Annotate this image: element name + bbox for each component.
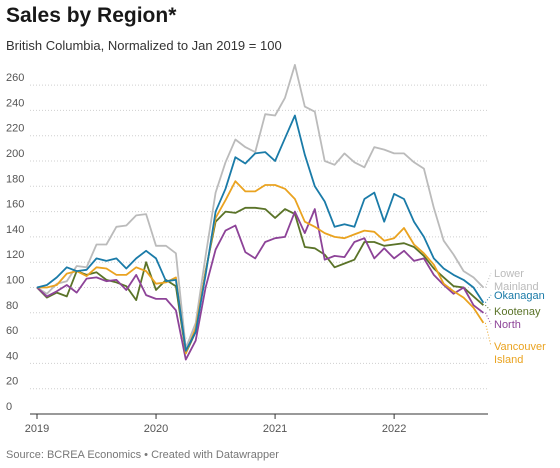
chart-title: Sales by Region* [6,4,177,27]
x-tick-label: 2021 [263,423,287,435]
series-label-lower-mainland: Lower [494,268,524,280]
y-tick-label: 220 [6,123,24,135]
series-label-vancouver-island: Island [494,354,523,366]
y-tick-label: 120 [6,249,24,261]
y-tick-label: 180 [6,173,24,185]
y-tick-label: 0 [6,401,12,413]
x-tick-label: 2019 [25,423,49,435]
series-line-north [36,208,484,361]
y-tick-label: 40 [6,350,18,362]
series-lines [36,64,485,361]
y-axis: 0 20 40 60 80 100 120 140 160 180 200 220 240 260 [6,72,24,413]
series-label-north: North [494,319,521,331]
series-label-lower-mainland: Mainland [494,281,539,293]
y-tick-label: 160 [6,199,24,211]
y-tick-label: 200 [6,148,24,160]
series-line-lower-mainland [36,64,485,350]
series-label-vancouver-island: Vancouver [494,341,546,353]
label-leader [484,272,492,288]
y-tick-label: 60 [6,325,18,337]
y-tick-label: 80 [6,300,18,312]
label-leader [484,312,492,325]
x-tick-label: 2022 [382,423,406,435]
label-leader [485,304,492,312]
y-tick-label: 260 [6,72,24,84]
label-leader [484,322,492,347]
series-line-okanagan [36,114,485,352]
x-tick-label: 2020 [144,423,168,435]
y-tick-label: 100 [6,275,24,287]
x-axis: 2019 2020 2021 2022 [25,414,406,435]
y-tick-label: 240 [6,97,24,109]
series-line-vancouver-island [37,180,485,355]
y-tick-label: 20 [6,376,18,388]
series-label-kootenay: Kootenay [494,306,541,318]
series-label-okanagan: Okanagan [494,290,545,302]
label-leader [484,294,492,303]
chart-subtitle: British Columbia, Normalized to Jan 2019… [6,38,282,53]
y-tick-label: 140 [6,224,24,236]
source-note: Source: BCREA Economics • Created with D… [6,449,279,461]
